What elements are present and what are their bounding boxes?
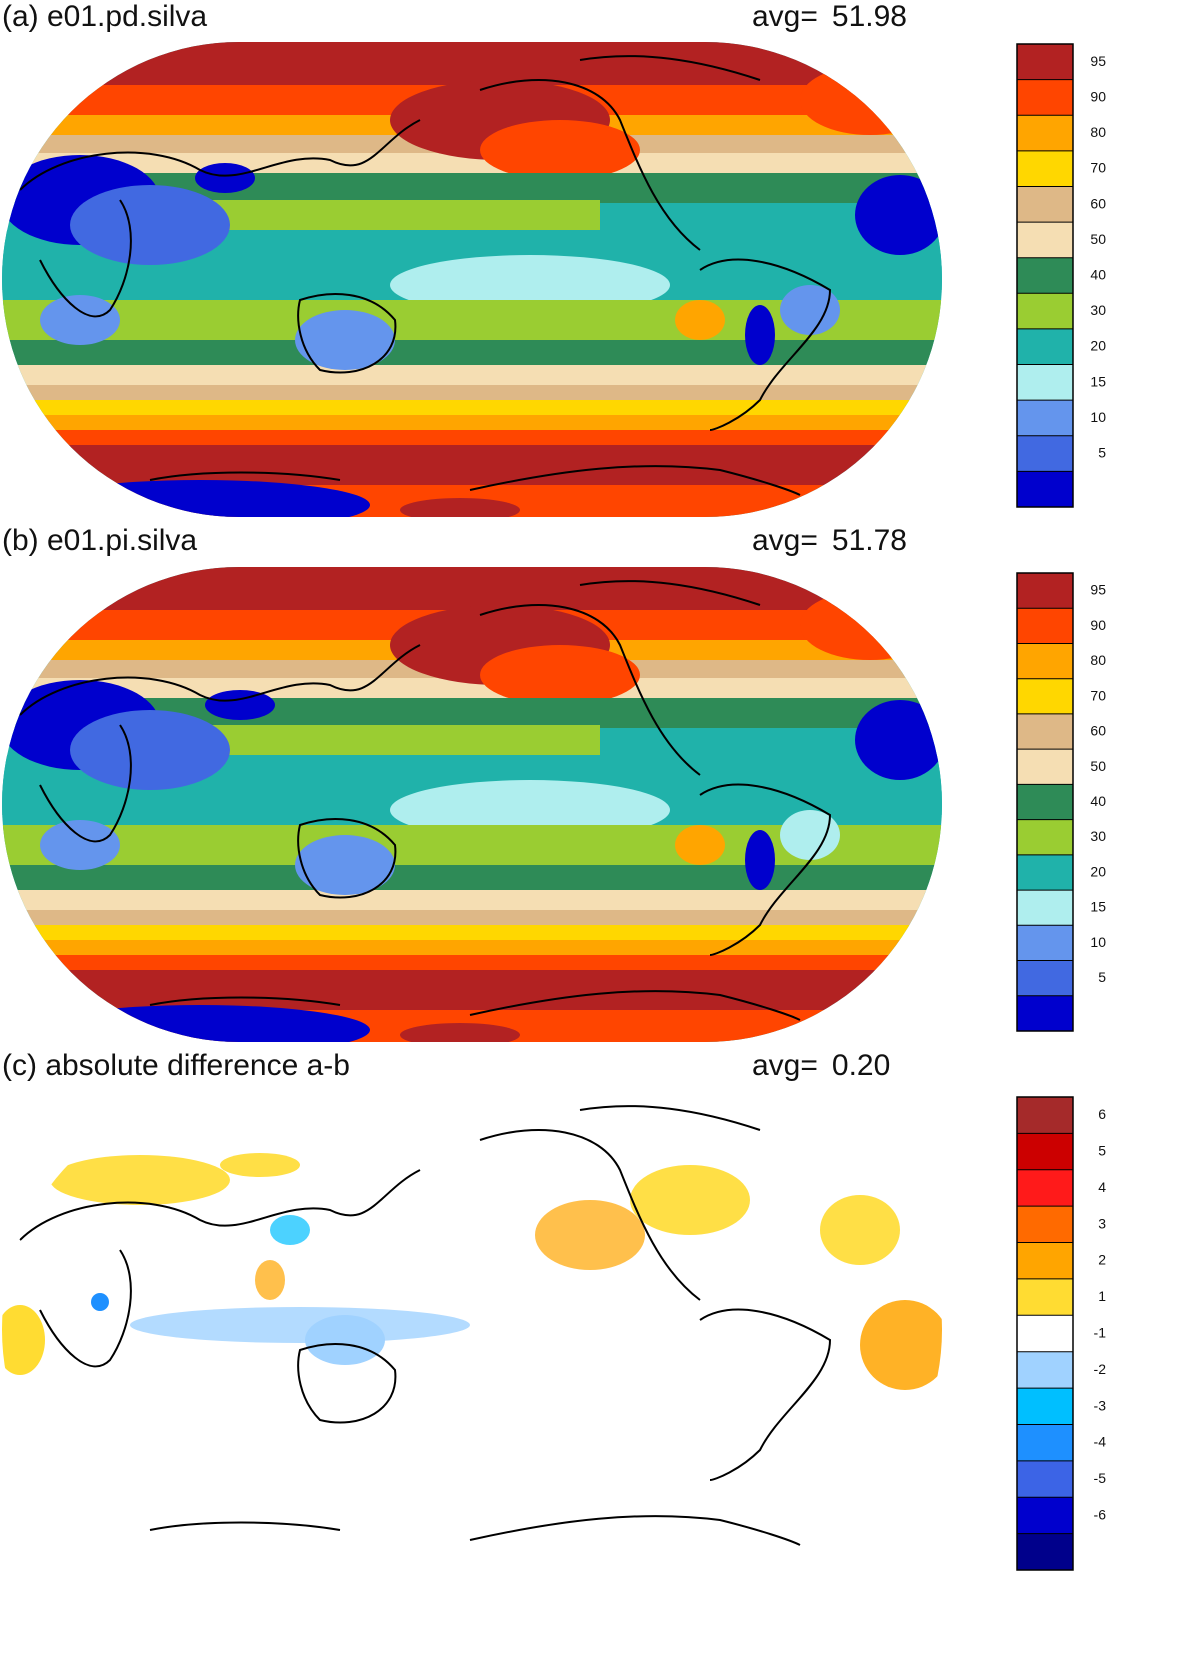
colorbar-label: 5 [1098,969,1106,985]
colorbar-label: 30 [1090,302,1106,318]
colorbar-label: -6 [1094,1506,1107,1522]
colorbar-swatch [1017,150,1073,187]
colorbar-swatch [1017,400,1073,437]
colorbar-label: 10 [1090,934,1106,950]
panel-a-avg-label: avg= [752,0,818,33]
colorbar-label: 20 [1090,863,1106,879]
colorbar-swatch [1017,364,1073,401]
panel-c-title: (c) absolute difference a-b [2,1049,350,1082]
colorbar-label: -1 [1094,1325,1107,1341]
colorbar-label: 60 [1090,723,1106,739]
colorbar-label: 5 [1098,445,1106,461]
colorbar-swatch [1017,222,1073,259]
map-panel-b [2,567,942,1042]
colorbar-label: -5 [1094,1470,1107,1486]
colorbar-swatch [1017,1351,1073,1389]
colorbar-swatch [1017,115,1073,152]
colorbar-b: 95 90 80 70 60 50 40 30 20 15 10 5 [1016,572,1106,1032]
panel-a-avg: avg= 51.98 [752,2,907,32]
colorbar-label: 2 [1098,1252,1106,1268]
colorbar-swatch [1017,995,1073,1032]
colorbar-label: 15 [1090,373,1106,389]
colorbar-swatch [1017,784,1073,821]
colorbar-label: 50 [1090,758,1106,774]
panel-b-avg-value: 51.78 [831,524,907,557]
colorbar-swatch [1017,1424,1073,1462]
colorbar-label: -4 [1094,1434,1107,1450]
colorbar-label: 40 [1090,267,1106,283]
colorbar-label: 5 [1098,1143,1106,1159]
colorbar-label: 70 [1090,687,1106,703]
panel-a-avg-value: 51.98 [831,0,907,33]
colorbar-swatch [1017,1315,1073,1353]
colorbar-label: 60 [1090,195,1106,211]
colorbar-swatch [1017,435,1073,472]
colorbar-swatch [1017,1278,1073,1316]
colorbar-frame [1016,572,1074,1032]
colorbar-swatch [1017,1388,1073,1425]
colorbar-swatch [1017,960,1073,997]
colorbar-swatch [1017,257,1073,294]
colorbar-label: 80 [1090,124,1106,140]
colorbar-label: 20 [1090,338,1106,354]
colorbar-swatch [1017,1097,1073,1134]
colorbar-swatch [1017,293,1073,330]
panel-b-avg-label: avg= [752,524,818,557]
colorbar-swatch [1017,44,1073,81]
colorbar-label: 30 [1090,828,1106,844]
colorbar-label: 15 [1090,899,1106,915]
colorbar-label: 50 [1090,231,1106,247]
colorbar-label: 90 [1090,88,1106,104]
colorbar-c: 6 5 4 3 2 1 -1 -2 -3 -4 -5 -6 [1016,1096,1107,1571]
colorbar-swatch [1017,1242,1073,1280]
colorbar-swatch [1017,819,1073,856]
colorbar-swatch [1017,643,1073,680]
map-panel-a [2,42,942,517]
panel-b-avg: avg= 51.78 [752,526,907,556]
colorbar-swatch [1017,749,1073,785]
colorbar-swatch [1017,1133,1073,1171]
panel-a-title: (a) e01.pd.silva [2,0,208,33]
panel-b-title: (b) e01.pi.silva [2,524,198,557]
colorbar-swatch [1017,1460,1073,1498]
colorbar-label: 95 [1090,582,1106,598]
panel-c-avg-value: 0.20 [831,1049,891,1082]
colorbar-swatch [1017,186,1073,223]
colorbar-frame [1016,1096,1074,1571]
colorbar-swatch [1017,79,1073,116]
panel-c-avg-label: avg= [752,1049,818,1082]
colorbar-swatch [1017,1497,1073,1535]
colorbar-label: 90 [1090,617,1106,633]
colorbar-frame [1016,43,1074,508]
colorbar-swatch [1017,573,1073,609]
colorbar-label: 10 [1090,409,1106,425]
colorbar-label: 80 [1090,652,1106,668]
colorbar-label: 4 [1098,1179,1106,1195]
colorbar-swatch [1017,1169,1073,1207]
colorbar-swatch [1017,608,1073,644]
colorbar-swatch [1017,890,1073,926]
colorbar-label: 6 [1098,1106,1106,1122]
colorbar-label: 1 [1098,1288,1106,1304]
colorbar-swatch [1017,854,1073,891]
panel-c-avg: avg= 0.20 [752,1051,890,1081]
colorbar-swatch [1017,328,1073,366]
colorbar-label: 40 [1090,793,1106,809]
colorbar-swatch [1017,713,1073,750]
colorbar-swatch [1017,1206,1073,1244]
colorbar-label: 70 [1090,160,1106,176]
colorbar-swatch [1017,1533,1073,1571]
colorbar-swatch [1017,678,1073,715]
colorbar-label: 3 [1098,1215,1106,1231]
colorbar-swatch [1017,471,1073,508]
colorbar-label: -3 [1094,1397,1107,1413]
colorbar-label: 95 [1090,53,1106,69]
colorbar-a: 95 90 80 70 60 50 40 30 20 15 10 5 [1016,43,1106,508]
map-panel-c [2,1092,942,1567]
colorbar-label: -2 [1094,1361,1107,1377]
colorbar-swatch [1017,925,1073,962]
